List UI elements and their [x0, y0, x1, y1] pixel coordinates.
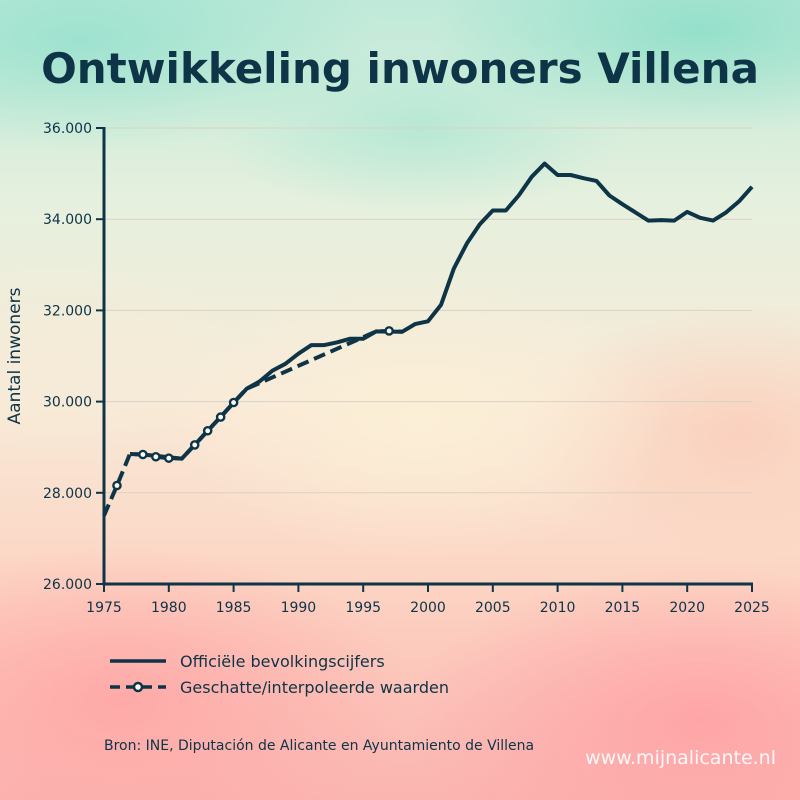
- data-point-marker: [384, 326, 394, 336]
- x-tick-label: 2005: [475, 600, 511, 616]
- legend-label-estimated: Geschatte/interpoleerde waarden: [180, 677, 449, 697]
- y-axis-label: Aantal inwoners: [5, 287, 25, 425]
- data-point-marker: [151, 451, 161, 462]
- y-tick-label: 34.000: [43, 212, 92, 228]
- x-tick-label: 1995: [345, 600, 381, 616]
- x-tick-label: 1975: [86, 600, 122, 616]
- chart-title: Ontwikkeling inwoners Villena: [41, 44, 759, 93]
- x-tick-label: 1980: [151, 600, 187, 616]
- legend-item-estimated: Geschatte/interpoleerde waarden: [108, 674, 449, 700]
- x-tick-label: 2015: [605, 600, 641, 616]
- y-tick-label: 26.000: [43, 577, 92, 593]
- watermark: www.mijnalicante.nl: [585, 747, 776, 769]
- y-tick-label: 36.000: [43, 121, 92, 137]
- legend-item-official: Officiële bevolkingscijfers: [108, 648, 449, 674]
- data-point-marker: [138, 449, 148, 460]
- x-tick-label: 2010: [540, 600, 576, 616]
- data-point-marker: [112, 480, 122, 491]
- legend-label-official: Officiële bevolkingscijfers: [180, 651, 385, 671]
- y-tick-label: 30.000: [43, 395, 92, 411]
- data-point-marker: [215, 412, 226, 422]
- x-tick-label: 1990: [281, 600, 317, 616]
- x-tick-label: 2000: [410, 600, 446, 616]
- legend-solid-line-icon: [110, 659, 166, 663]
- y-tick-label: 28.000: [43, 486, 92, 502]
- x-tick-label: 2020: [669, 600, 705, 616]
- source-note: Bron: INE, Diputación de Alicante en Ayu…: [104, 738, 535, 754]
- tick-labels: 26.000 28.000 30.000 32.000 34.000 36.000 1975…: [43, 121, 770, 616]
- series-layer: [102, 161, 754, 517]
- x-tick-label: 2025: [734, 600, 770, 616]
- data-point-marker: [228, 397, 239, 408]
- y-tick-label: 32.000: [43, 303, 92, 319]
- grid-lines: [104, 127, 752, 494]
- x-tick-label: 1985: [216, 600, 252, 616]
- estimated-series-line: [102, 328, 403, 517]
- data-point-marker: [189, 440, 200, 450]
- official-series-line: [129, 161, 754, 461]
- data-point-marker: [163, 453, 174, 463]
- legend-dashed-line-icon: [110, 681, 166, 693]
- axes: [102, 127, 753, 586]
- data-point-marker: [202, 425, 213, 436]
- legend: Officiële bevolkingscijfers Geschatte/in…: [108, 648, 449, 700]
